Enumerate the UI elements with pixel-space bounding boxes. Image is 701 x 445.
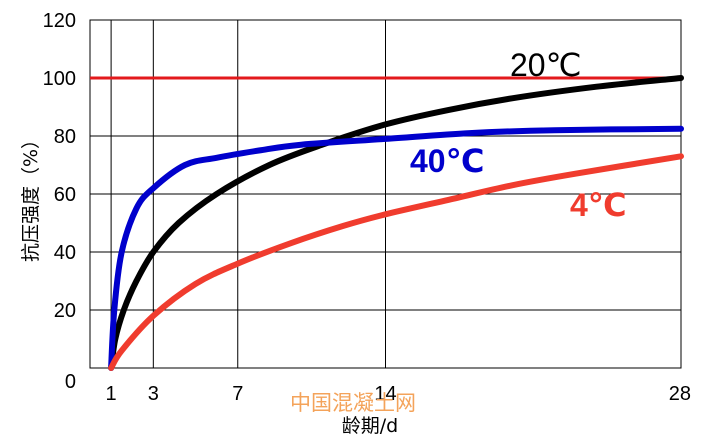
y-tick-label: 0	[65, 371, 76, 393]
series-line-20c	[108, 75, 684, 371]
x-axis-label: 龄期/d	[342, 415, 398, 437]
x-tick-label: 1	[106, 383, 117, 405]
y-axis-label: 抗压强度（%）	[20, 130, 42, 262]
x-tick-label: 3	[148, 383, 159, 405]
y-tick-label: 120	[43, 10, 76, 32]
series-lines	[90, 75, 684, 371]
watermark: 中国混凝土网	[290, 391, 416, 415]
series-label-40c: 40℃	[410, 143, 484, 179]
y-tick-label: 40	[54, 242, 76, 264]
x-tick-label: 7	[232, 383, 243, 405]
x-tick-label: 14	[374, 383, 396, 405]
series-label-4c: 4℃	[570, 187, 627, 223]
y-tick-label: 20	[54, 300, 76, 322]
series-line-4c	[108, 153, 684, 371]
series-line-40c	[108, 125, 684, 371]
y-tick-label: 60	[54, 184, 76, 206]
tick-labels: 0 20 40 60 80 100 120 1 3 7 14 28	[43, 10, 691, 405]
y-tick-label: 80	[54, 126, 76, 148]
y-tick-label: 100	[43, 68, 76, 90]
x-tick-label: 28	[669, 383, 691, 405]
series-label-20c: 20℃	[510, 47, 582, 83]
